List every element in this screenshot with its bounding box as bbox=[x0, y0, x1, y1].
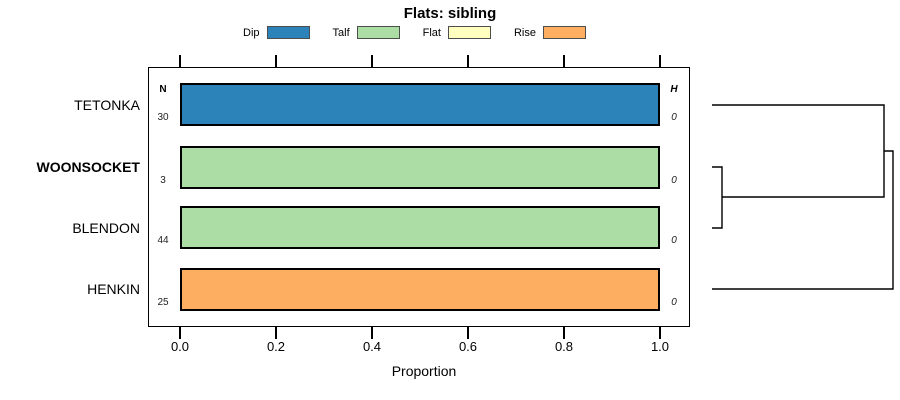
chart-title: Flats: sibling bbox=[403, 5, 497, 22]
legend-item-talf: Talf bbox=[333, 26, 400, 39]
legend-swatch-dip bbox=[266, 26, 310, 39]
x-tick-label: 0.8 bbox=[554, 339, 574, 354]
axis-tick-top bbox=[275, 55, 277, 67]
legend-label-dip: Dip bbox=[243, 26, 260, 39]
axis-tick-top bbox=[467, 55, 469, 67]
x-tick-label: 0.4 bbox=[362, 339, 382, 354]
bar-blendon bbox=[180, 206, 660, 249]
plot-area bbox=[148, 67, 690, 327]
legend-label-talf: Talf bbox=[332, 26, 350, 39]
legend: Dip Talf Flat Rise bbox=[243, 26, 586, 39]
h-column-header: H bbox=[670, 84, 678, 95]
h-value: 0 bbox=[671, 175, 677, 186]
axis-tick-bottom bbox=[659, 327, 661, 339]
legend-item-dip: Dip bbox=[243, 26, 310, 39]
category-label-woonsocket: WOONSOCKET bbox=[36, 159, 140, 175]
legend-item-rise: Rise bbox=[514, 26, 586, 39]
axis-tick-bottom bbox=[371, 327, 373, 339]
n-value: 30 bbox=[157, 112, 169, 123]
h-value: 0 bbox=[671, 112, 677, 123]
n-column-header: N bbox=[159, 84, 167, 95]
axis-tick-top bbox=[659, 55, 661, 67]
legend-item-flat: Flat bbox=[423, 26, 491, 39]
bar-tetonka bbox=[180, 83, 660, 126]
axis-tick-bottom bbox=[179, 327, 181, 339]
legend-swatch-rise bbox=[543, 26, 586, 39]
bar-row-woonsocket: 3 0 bbox=[148, 146, 688, 189]
bar-row-blendon: 44 0 bbox=[148, 206, 688, 249]
axis-tick-top bbox=[179, 55, 181, 67]
x-tick-label: 0.2 bbox=[266, 339, 286, 354]
n-value: 44 bbox=[157, 235, 169, 246]
n-value: 3 bbox=[160, 175, 166, 186]
bar-henkin bbox=[180, 268, 660, 311]
axis-tick-bottom bbox=[563, 327, 565, 339]
h-value: 0 bbox=[671, 235, 677, 246]
x-tick-label: 0.0 bbox=[170, 339, 190, 354]
bar-woonsocket bbox=[180, 146, 660, 189]
x-axis-label: Proportion bbox=[391, 363, 457, 379]
legend-swatch-flat bbox=[447, 26, 491, 39]
category-label-tetonka: TETONKA bbox=[74, 97, 140, 113]
legend-label-flat: Flat bbox=[422, 26, 441, 39]
bar-row-tetonka: N H 30 0 bbox=[148, 83, 688, 126]
axis-tick-bottom bbox=[467, 327, 469, 339]
legend-label-rise: Rise bbox=[513, 26, 536, 39]
category-label-blendon: BLENDON bbox=[72, 220, 140, 236]
bar-row-henkin: 25 0 bbox=[148, 268, 688, 311]
axis-tick-top bbox=[563, 55, 565, 67]
axis-tick-top bbox=[371, 55, 373, 67]
legend-swatch-talf bbox=[356, 26, 400, 39]
h-value: 0 bbox=[671, 297, 677, 308]
x-tick-label: 0.6 bbox=[458, 339, 478, 354]
category-label-henkin: HENKIN bbox=[87, 281, 140, 297]
axis-tick-bottom bbox=[275, 327, 277, 339]
n-value: 25 bbox=[157, 297, 169, 308]
x-tick-label: 1.0 bbox=[650, 339, 670, 354]
